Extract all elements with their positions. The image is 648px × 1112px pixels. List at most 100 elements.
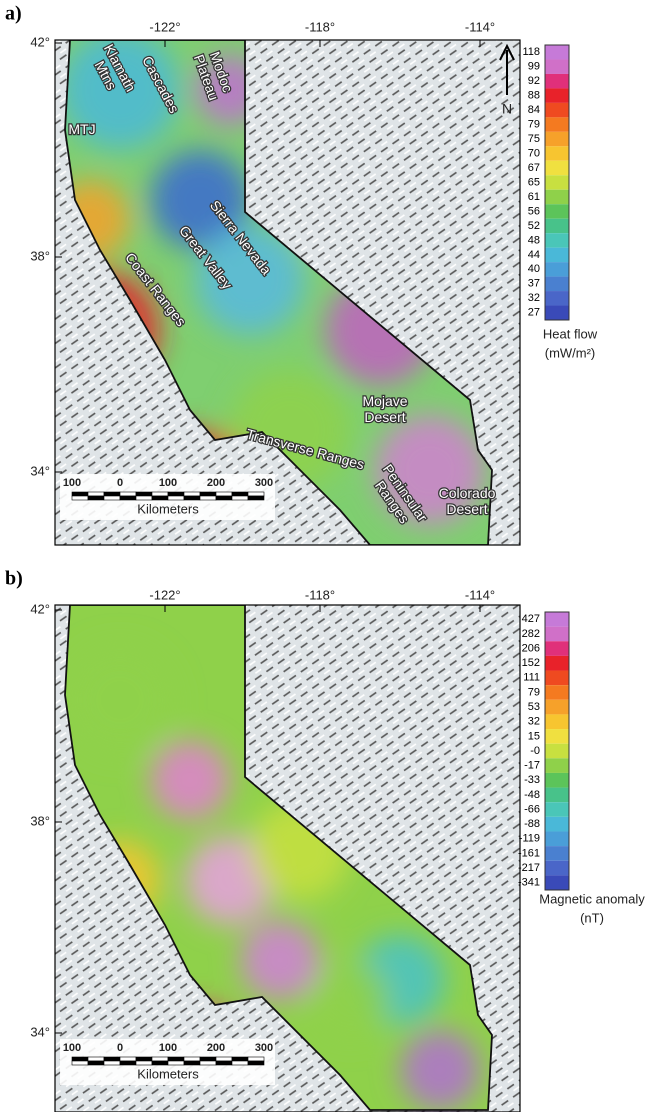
colorbar-cell (545, 102, 569, 118)
scale-seg (71, 491, 89, 497)
colorbar-label: 92 (528, 75, 540, 87)
scale-seg (199, 495, 217, 501)
colorbar-cell (545, 626, 569, 642)
scale-seg (71, 495, 89, 501)
scale-seg (151, 1060, 169, 1066)
colorbar-label: -33 (524, 774, 540, 786)
region-label-line: Desert (364, 409, 405, 425)
colorbar-cell (545, 743, 569, 759)
colorbar-label: 111 (523, 672, 540, 684)
colorbar-cell (545, 655, 569, 671)
colorbar-cell (545, 802, 569, 817)
scale-seg (87, 1060, 105, 1066)
colorbar-label: 282 (522, 628, 540, 640)
colorbar-label: 53 (528, 701, 540, 713)
scale-seg (199, 1056, 217, 1062)
scale-label: 100 (159, 1042, 177, 1054)
scale-seg (247, 1060, 265, 1066)
scale-label: 200 (207, 1042, 225, 1054)
colorbar-cell (545, 276, 569, 292)
colorbar-cell (545, 787, 569, 803)
colorbar-cell (545, 218, 569, 234)
colorbar-label: 65 (528, 176, 540, 188)
scale-seg (183, 495, 201, 501)
latitude-label: 38° (30, 248, 50, 263)
colorbar-cell (545, 160, 569, 176)
colorbar-cell (545, 146, 569, 161)
scale-label: 100 (63, 477, 81, 489)
colorbar-label: 52 (528, 220, 540, 232)
colorbar-label: 152 (522, 657, 540, 669)
scale-label: 300 (255, 477, 273, 489)
colorbar-cell (545, 772, 569, 788)
colorbar-frame (544, 611, 570, 891)
colorbar-title: (mW/m²) (545, 345, 596, 360)
scale-seg (231, 1056, 249, 1062)
scale-seg (103, 495, 121, 501)
map-frame (54, 604, 521, 1112)
scale-seg (215, 491, 233, 497)
map-frame (54, 39, 521, 546)
anomaly-blob (195, 225, 305, 335)
colorbar-cell (545, 262, 569, 277)
colorbar-label: 84 (528, 104, 540, 116)
colorbar-label: 32 (528, 716, 540, 728)
colorbar-label: 15 (528, 730, 540, 742)
scale-seg (119, 491, 137, 497)
colorbar-label: 27 (528, 307, 540, 319)
scale-seg (135, 1060, 153, 1066)
colorbar-cell (545, 204, 569, 219)
longitude-label: -118° (305, 587, 335, 602)
scale-label: 100 (63, 1042, 81, 1054)
anomaly-blob (65, 40, 180, 150)
scale-seg (151, 495, 169, 501)
region-label: Mojave Desert (362, 393, 407, 425)
scale-unit: Kilometers (137, 1066, 199, 1081)
scale-seg (119, 1060, 137, 1066)
scale-seg (183, 1056, 201, 1062)
colorbar-label: -119 (519, 833, 540, 845)
map (55, 40, 520, 545)
colorbar-cell (545, 131, 569, 147)
colorbar-label: 79 (528, 119, 540, 131)
anomaly-blob (150, 150, 250, 250)
colorbar-label: -161 (518, 847, 540, 859)
latitude-label: 42° (30, 34, 50, 49)
state-border (64, 40, 493, 545)
colorbar-label: -341 (518, 877, 540, 889)
colorbar-frame (544, 44, 570, 321)
scale-label: 0 (117, 1042, 123, 1054)
longitude-label: -122° (149, 19, 180, 34)
colorbar-cell (545, 670, 569, 686)
longitude-label: -114° (465, 587, 495, 602)
colorbar-cell (545, 73, 569, 89)
scale-seg (167, 1056, 185, 1062)
colorbar-cell (545, 831, 569, 847)
colorbar-cell (545, 875, 569, 890)
colorbar-label: 44 (528, 249, 540, 261)
scale-unit: Kilometers (137, 501, 199, 516)
scale-label: 200 (207, 477, 225, 489)
anomaly-blob (400, 1030, 480, 1110)
scale-seg (231, 491, 249, 497)
region-label-line: Desert (446, 501, 487, 517)
colorbar-cell (545, 685, 569, 700)
colorbar-title: Magnetic anomaly (539, 891, 645, 906)
colorbar-label: -217 (518, 862, 540, 874)
anomaly-blob (65, 645, 175, 755)
colorbar-cell (545, 816, 569, 832)
colorbar-label: 70 (528, 147, 540, 159)
colorbar-cell (545, 758, 569, 773)
scale-seg (215, 1056, 233, 1062)
scale-seg (231, 1060, 249, 1066)
colorbar-label: 61 (528, 191, 540, 203)
colorbar-cell (545, 291, 569, 306)
latitude-label: 38° (30, 813, 50, 828)
colorbar-cell (545, 247, 569, 263)
colorbar-cell (545, 846, 569, 861)
colorbar-label: 67 (528, 162, 540, 174)
scale-seg (87, 1056, 105, 1062)
colorbar-title: Heat flow (543, 326, 598, 341)
north-label: N (502, 101, 512, 117)
